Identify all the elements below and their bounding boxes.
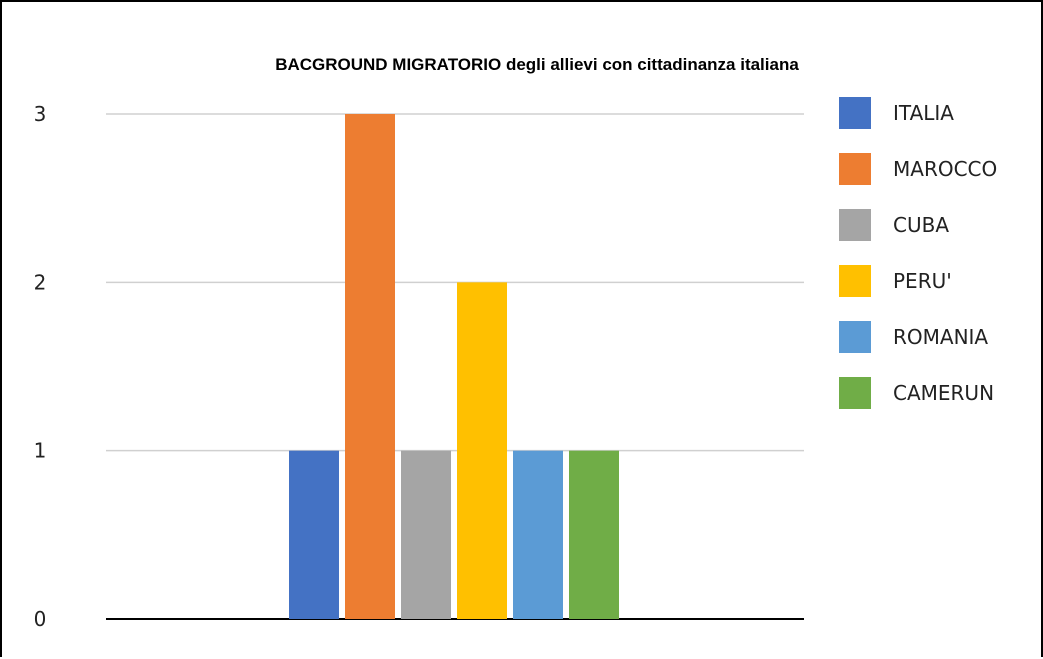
gridlines xyxy=(106,113,804,620)
legend-label-italia: ITALIA xyxy=(893,101,954,125)
legend-label-cuba: CUBA xyxy=(893,213,949,237)
legend-swatch-romania xyxy=(839,321,871,353)
bar-peru xyxy=(457,282,507,619)
y-tick-label: 2 xyxy=(34,270,47,294)
y-tick-label: 3 xyxy=(34,102,47,126)
legend-label-peru: PERU' xyxy=(893,269,952,293)
y-tick-label: 1 xyxy=(34,439,47,463)
bars xyxy=(289,114,619,619)
legend-label-romania: ROMANIA xyxy=(893,325,988,349)
legend-label-marocco: MAROCCO xyxy=(893,157,997,181)
legend-swatch-italia xyxy=(839,97,871,129)
bar-marocco xyxy=(345,114,395,619)
legend: ITALIA MAROCCO CUBA PERU' ROMANIA CAMERUN xyxy=(839,97,997,409)
bar-camerun xyxy=(569,450,619,619)
y-tick-label: 0 xyxy=(34,607,47,631)
chart-title: BACGROUND MIGRATORIO degli allievi con c… xyxy=(275,55,799,74)
bar-italia xyxy=(289,450,339,619)
bar-cuba xyxy=(401,450,451,619)
legend-swatch-marocco xyxy=(839,153,871,185)
y-axis-ticks: 0 1 2 3 xyxy=(34,102,47,631)
legend-label-camerun: CAMERUN xyxy=(893,381,994,405)
legend-swatch-cuba xyxy=(839,209,871,241)
legend-swatch-peru xyxy=(839,265,871,297)
bar-romania xyxy=(513,450,563,619)
legend-swatch-camerun xyxy=(839,377,871,409)
